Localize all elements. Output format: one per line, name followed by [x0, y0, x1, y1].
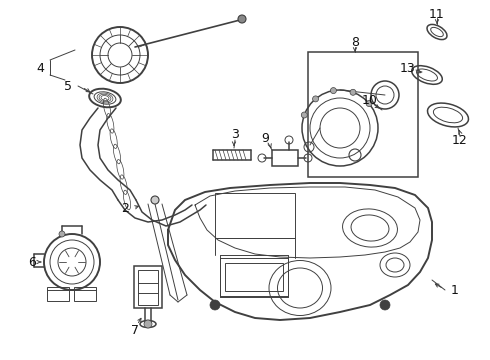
- Text: 3: 3: [231, 129, 239, 141]
- Text: 8: 8: [351, 36, 359, 49]
- Circle shape: [366, 100, 372, 107]
- Bar: [272, 150, 298, 166]
- Text: 9: 9: [261, 131, 269, 144]
- Circle shape: [144, 320, 152, 328]
- Bar: [215, 193, 295, 238]
- Circle shape: [238, 15, 246, 23]
- Bar: [220, 258, 288, 296]
- Text: 7: 7: [131, 324, 139, 337]
- Text: 12: 12: [452, 134, 468, 147]
- Bar: [225, 263, 283, 291]
- Text: 6: 6: [28, 256, 36, 269]
- Text: 4: 4: [36, 62, 44, 75]
- Bar: [47, 287, 69, 301]
- Text: 2: 2: [121, 202, 129, 215]
- Circle shape: [151, 196, 159, 204]
- Text: 5: 5: [64, 80, 72, 93]
- Bar: [134, 266, 162, 308]
- Bar: [308, 52, 418, 177]
- Text: 1: 1: [451, 284, 459, 297]
- Bar: [138, 270, 158, 305]
- Circle shape: [210, 300, 220, 310]
- Text: 10: 10: [362, 94, 378, 107]
- Bar: [74, 287, 96, 301]
- Circle shape: [59, 231, 65, 237]
- Circle shape: [301, 112, 307, 118]
- Circle shape: [330, 87, 337, 94]
- Text: 11: 11: [429, 8, 445, 21]
- Circle shape: [380, 300, 390, 310]
- Text: 13: 13: [400, 62, 416, 75]
- Circle shape: [313, 96, 318, 102]
- Circle shape: [350, 89, 356, 95]
